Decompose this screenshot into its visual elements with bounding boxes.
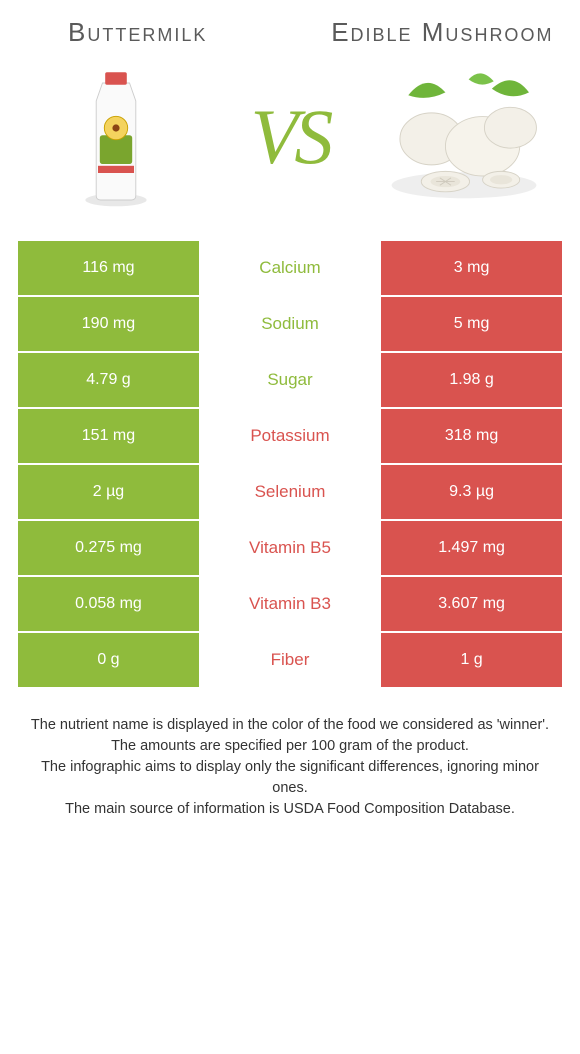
value-right: 3.607 mg [381,577,562,631]
value-right: 5 mg [381,297,562,351]
nutrient-label: Sugar [201,353,379,407]
nutrient-table: 116 mgCalcium3 mg190 mgSodium5 mg4.79 gS… [18,241,562,687]
nutrient-label: Calcium [201,241,379,295]
value-right: 1 g [381,633,562,687]
food-right-image [366,57,562,217]
value-left: 151 mg [18,409,199,463]
value-left: 190 mg [18,297,199,351]
infographic: Buttermilk Edible Mushroom VS [0,0,580,830]
nutrient-label: Potassium [201,409,379,463]
value-right: 1.497 mg [381,521,562,575]
table-row: 190 mgSodium5 mg [18,297,562,351]
footnotes: The nutrient name is displayed in the co… [18,715,562,820]
table-row: 2 µgSelenium9.3 µg [18,465,562,519]
food-right-title: Edible Mushroom [323,18,562,47]
image-row: VS [18,57,562,217]
value-right: 1.98 g [381,353,562,407]
table-row: 0.275 mgVitamin B51.497 mg [18,521,562,575]
nutrient-label: Vitamin B3 [201,577,379,631]
table-row: 4.79 gSugar1.98 g [18,353,562,407]
value-right: 318 mg [381,409,562,463]
value-left: 116 mg [18,241,199,295]
footnote-line: The nutrient name is displayed in the co… [22,715,558,736]
vs-label: VS [214,92,366,182]
food-left-title: Buttermilk [18,18,257,47]
header-titles: Buttermilk Edible Mushroom [18,18,562,47]
footnote-line: The amounts are specified per 100 gram o… [22,736,558,757]
value-left: 0.275 mg [18,521,199,575]
table-row: 0.058 mgVitamin B33.607 mg [18,577,562,631]
value-left: 0 g [18,633,199,687]
table-row: 0 gFiber1 g [18,633,562,687]
nutrient-label: Vitamin B5 [201,521,379,575]
nutrient-label: Sodium [201,297,379,351]
value-right: 9.3 µg [381,465,562,519]
value-left: 2 µg [18,465,199,519]
value-left: 4.79 g [18,353,199,407]
table-row: 116 mgCalcium3 mg [18,241,562,295]
value-left: 0.058 mg [18,577,199,631]
nutrient-label: Fiber [201,633,379,687]
footnote-line: The main source of information is USDA F… [22,799,558,820]
food-left-image [18,57,214,217]
table-row: 151 mgPotassium318 mg [18,409,562,463]
nutrient-label: Selenium [201,465,379,519]
footnote-line: The infographic aims to display only the… [22,757,558,799]
value-right: 3 mg [381,241,562,295]
